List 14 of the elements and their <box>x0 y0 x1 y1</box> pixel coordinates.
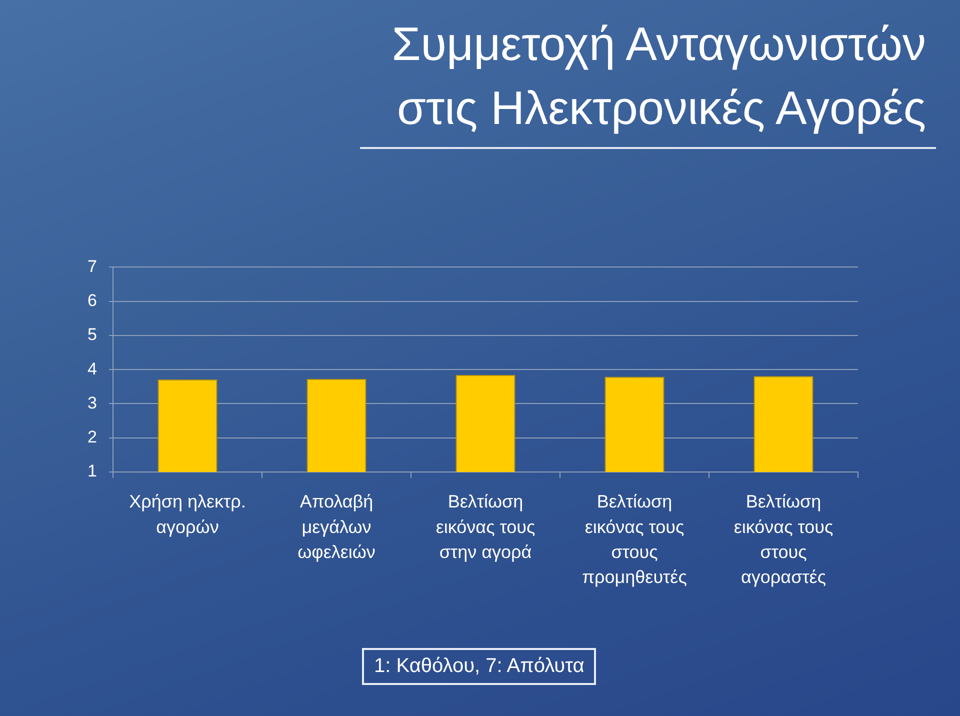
x-tick-label: Βελτίωση εικόνας τους στους αγοραστές <box>734 492 834 588</box>
text: 1: Καθόλου, 7: Απόλυτα <box>362 648 596 685</box>
x-tick-label: Απολαβή μεγάλων ωφελειών <box>298 492 376 562</box>
x-tick-label: Βελτίωση εικόνας τους στους προμηθευτές <box>582 492 688 588</box>
y-tick-label: 1 <box>88 462 97 481</box>
x-tick-label: Βελτίωση εικόνας τους στην αγορά <box>436 492 536 562</box>
x-tick-label: Χρήση ηλεκτρ. αγορών <box>129 492 246 537</box>
y-tick-label: 4 <box>88 359 97 378</box>
y-tick-label: 6 <box>88 291 97 310</box>
chart-title: Συμμετοχή Ανταγωνιστών στις Ηλεκτρονικές Αγορές <box>390 16 926 136</box>
y-tick-label: 7 <box>88 256 97 276</box>
y-tick-label: 3 <box>88 393 97 412</box>
y-tick-label: 2 <box>88 428 97 447</box>
y-tick-label: 5 <box>88 325 97 344</box>
